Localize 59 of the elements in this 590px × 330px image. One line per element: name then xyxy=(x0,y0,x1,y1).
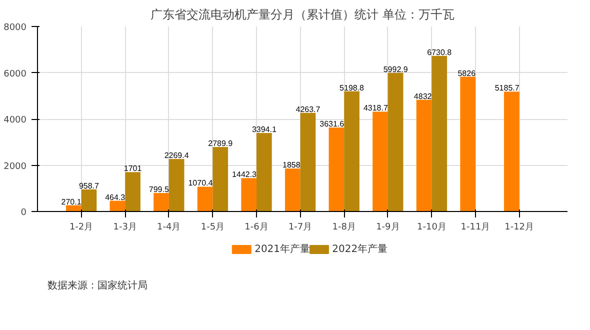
bar xyxy=(416,100,432,212)
data-label: 4832 xyxy=(414,92,432,101)
bar xyxy=(504,92,520,212)
x-tick-label: 1-11月 xyxy=(460,222,490,232)
bar xyxy=(81,189,97,212)
data-label: 2789.9 xyxy=(208,138,234,148)
data-label: 5992.9 xyxy=(383,64,408,74)
data-label: 1858 xyxy=(282,160,301,170)
bar xyxy=(168,159,184,212)
bar xyxy=(197,186,213,212)
data-label: 5185.7 xyxy=(494,84,520,93)
bar xyxy=(284,168,300,212)
x-tick-label: 1-7月 xyxy=(288,222,312,232)
legend-label: 2021年产量 xyxy=(254,243,310,255)
data-label: 464.3 xyxy=(105,192,126,202)
bar xyxy=(344,91,360,212)
bar xyxy=(460,76,476,212)
data-label: 1442.3 xyxy=(232,170,258,180)
data-label: 3394.1 xyxy=(252,125,277,134)
y-tick-label: 2000 xyxy=(4,162,27,172)
legend-label: 2022年产量 xyxy=(332,243,388,255)
bar xyxy=(328,128,344,212)
data-label: 4263.7 xyxy=(296,104,321,114)
bar xyxy=(256,133,272,212)
source-note: 数据来源：国家统计局 xyxy=(48,280,148,292)
x-tick-label: 1-12月 xyxy=(504,222,534,232)
y-tick-label: 4000 xyxy=(4,116,27,126)
data-label: 4318.7 xyxy=(363,104,388,113)
data-label: 5826 xyxy=(458,68,476,78)
data-label: 5198.8 xyxy=(340,83,365,92)
data-label: 958.7 xyxy=(78,181,100,190)
data-label: 1070.4 xyxy=(188,178,214,188)
data-label: 3631.6 xyxy=(320,120,345,129)
bar xyxy=(432,56,448,212)
bar xyxy=(154,193,169,212)
bar xyxy=(388,72,404,212)
data-label: 799.5 xyxy=(148,185,170,194)
bar xyxy=(212,146,228,212)
bar xyxy=(110,200,126,212)
y-tick-label: 0 xyxy=(20,208,27,218)
data-label: 270.1 xyxy=(61,197,82,206)
data-label: 1701 xyxy=(124,164,142,174)
x-tick-label: 1-4月 xyxy=(157,222,181,232)
x-tick-label: 1-3月 xyxy=(113,222,137,232)
bar xyxy=(300,112,316,212)
data-label: 6730.8 xyxy=(427,48,452,57)
x-tick-label: 1-6月 xyxy=(244,222,268,232)
bar xyxy=(241,178,257,212)
chart-title: 广东省交流电动机产量分月（累计值）统计 单位：万千瓦 xyxy=(150,8,454,22)
y-tick-label: 8000 xyxy=(4,23,27,33)
bar xyxy=(372,112,388,212)
bar xyxy=(125,172,140,212)
x-tick-label: 1-8月 xyxy=(332,222,356,232)
x-tick-label: 1-10月 xyxy=(417,222,446,232)
x-tick-label: 1-2月 xyxy=(69,222,94,232)
data-label: 2269.4 xyxy=(164,151,190,160)
y-tick-label: 6000 xyxy=(4,69,27,80)
x-tick-label: 1-9月 xyxy=(376,222,400,232)
x-tick-label: 1-5月 xyxy=(200,222,225,232)
